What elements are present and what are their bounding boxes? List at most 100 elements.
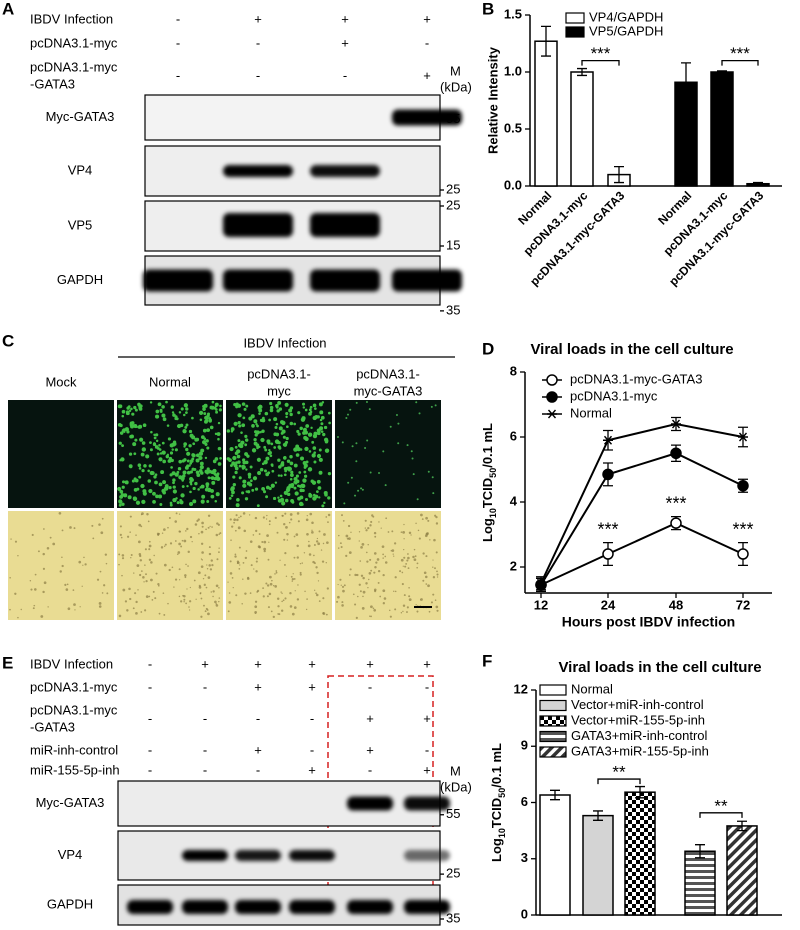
cell-dot — [213, 406, 217, 410]
cell-speck — [400, 558, 404, 562]
cell-speck — [92, 537, 95, 540]
cell-dot — [274, 481, 278, 484]
cell-dot — [216, 476, 221, 482]
cell-speck — [365, 529, 368, 532]
legend-label: Normal — [571, 681, 613, 696]
cell-speck — [201, 559, 203, 561]
cell-dot — [313, 460, 317, 464]
error-bar — [681, 62, 691, 103]
cell-speck — [408, 598, 412, 602]
cell-speck — [128, 587, 131, 591]
cell-dot — [165, 454, 170, 459]
cell-dot — [182, 429, 187, 434]
cell-dot — [304, 446, 309, 451]
cell-dot — [205, 485, 209, 489]
cell-dot — [251, 448, 257, 453]
cell-speck — [406, 559, 409, 562]
cell-dot — [296, 429, 300, 434]
cell-speck — [337, 547, 340, 549]
cell-speck — [378, 521, 380, 523]
cell-dot — [189, 459, 194, 463]
cell-speck — [145, 595, 149, 598]
cell-speck — [432, 576, 436, 579]
cell-speck — [156, 532, 160, 536]
cell-dot — [234, 451, 239, 455]
cell-speck — [354, 573, 357, 577]
cell-speck — [140, 514, 143, 516]
cell-dot — [185, 423, 189, 427]
cell-speck — [42, 590, 45, 594]
column-label: myc — [267, 383, 291, 398]
cell-speck — [367, 586, 369, 589]
cell-speck — [158, 612, 161, 615]
cell-dot — [159, 452, 163, 455]
panel-letter: D — [482, 339, 494, 358]
cell-speck — [365, 582, 368, 585]
cell-speck — [435, 551, 438, 554]
cell-speck — [197, 571, 201, 575]
cell-speck — [348, 537, 351, 540]
cell-dot — [140, 483, 145, 489]
cell-speck — [370, 615, 372, 618]
cell-speck — [358, 531, 361, 533]
legend-swatch — [565, 12, 585, 24]
cell-dot — [295, 453, 300, 457]
significance-label: ** — [714, 796, 728, 815]
cell-speck — [371, 514, 374, 517]
condition-sign: + — [366, 711, 374, 726]
cell-speck — [147, 520, 150, 523]
cell-dot — [201, 494, 206, 499]
cell-dot — [125, 410, 130, 414]
cell-dot — [273, 417, 278, 422]
condition-sign: + — [254, 742, 262, 757]
cell-speck — [313, 562, 316, 565]
cell-speck — [100, 531, 104, 535]
legend-label: VP4/GAPDH — [589, 9, 663, 24]
cell-speck — [200, 542, 204, 545]
legend-label: Vector+miR-inh-control — [571, 697, 704, 712]
cell-speck — [194, 523, 198, 526]
cell-dot — [230, 486, 235, 491]
cell-speck — [293, 535, 296, 538]
cell-speck — [136, 564, 140, 568]
y-label-part: Log — [480, 518, 495, 542]
cell-speck — [401, 582, 404, 586]
cell-dot — [289, 461, 294, 466]
y-tick-label: 0.0 — [504, 177, 522, 192]
cell-dot — [210, 476, 215, 480]
cell-dot — [267, 471, 271, 475]
cell-dot — [242, 479, 247, 484]
cell-dot — [169, 501, 173, 505]
condition-sign: - — [148, 656, 152, 671]
cell-dot — [194, 481, 198, 486]
cell-speck — [276, 597, 280, 600]
legend-label: pcDNA3.1-myc — [570, 388, 658, 403]
cell-speck — [162, 592, 165, 595]
cell-dot — [268, 448, 271, 452]
cell-speck — [250, 564, 253, 567]
condition-sign: + — [308, 762, 316, 777]
condition-sign: - — [368, 679, 372, 694]
cell-dot — [295, 474, 299, 478]
cell-speck — [262, 595, 265, 598]
cell-speck — [234, 555, 237, 558]
cell-speck — [429, 539, 431, 541]
cell-speck — [160, 546, 164, 549]
cell-speck — [384, 561, 388, 564]
brightfield-image — [335, 511, 441, 620]
cell-speck — [134, 592, 137, 595]
cell-speck — [400, 531, 403, 533]
cell-speck — [69, 526, 72, 529]
cell-dot — [186, 470, 191, 475]
cell-speck — [239, 515, 242, 518]
cell-speck — [369, 558, 372, 561]
cell-speck — [413, 558, 417, 562]
cell-dot — [242, 416, 246, 420]
cell-dot — [247, 472, 252, 477]
cell-dot — [216, 472, 220, 476]
cell-speck — [180, 600, 183, 603]
cell-dot — [171, 411, 175, 414]
cell-dot — [191, 416, 194, 420]
cell-speck — [61, 529, 64, 532]
cell-dot — [172, 489, 177, 494]
